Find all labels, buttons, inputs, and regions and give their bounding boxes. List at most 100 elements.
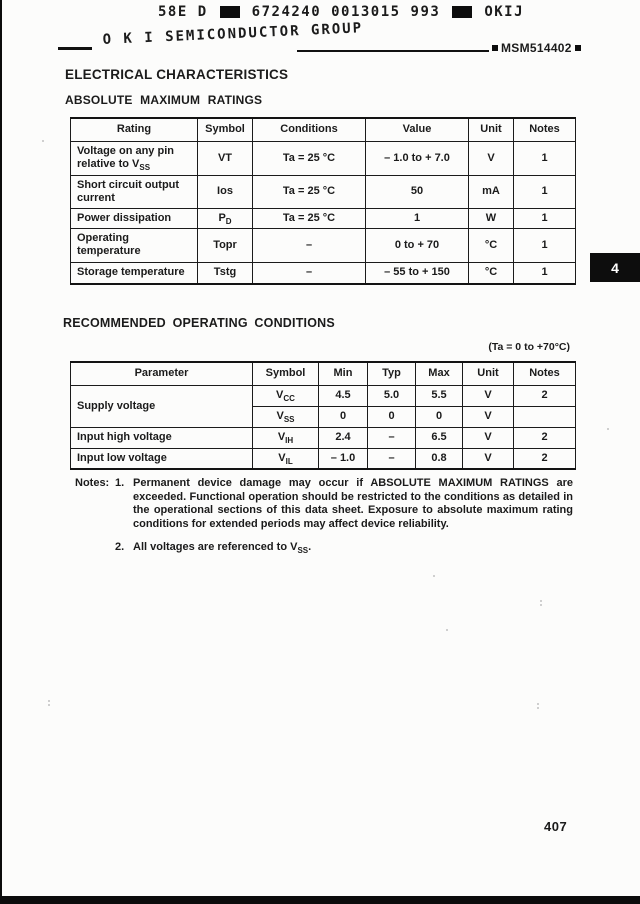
cell-value: – 1.0 to + 7.0 <box>365 140 469 176</box>
cell-conditions: Ta = 25 °C <box>252 207 366 229</box>
table-header-row: Rating Symbol Conditions Value Unit Note… <box>70 117 576 142</box>
cell-rating: Voltage on any pin relative to VSS <box>70 140 198 176</box>
cell-parameter: Input high voltage <box>70 426 253 449</box>
part-number-text: MSM514402 <box>501 41 572 55</box>
cell-symbol: Tstg <box>197 261 253 285</box>
cell-symbol: VCC <box>252 384 319 407</box>
cell-notes: 1 <box>513 140 576 176</box>
column-header-unit: Unit <box>468 117 514 142</box>
cell-notes: 2 <box>513 447 576 470</box>
note-text: Permanent device damage may occur if ABS… <box>133 477 573 530</box>
scan-code-line: 58E D 6724240 0013015 993 OKIJ <box>158 4 524 20</box>
cell-unit: V <box>468 140 514 176</box>
table-row: Storage temperature Tstg – – 55 to + 150… <box>70 261 576 285</box>
cell-notes: 1 <box>513 207 576 229</box>
cell-min: 2.4 <box>318 426 368 449</box>
table-row: Voltage on any pin relative to VSS VT Ta… <box>70 140 576 176</box>
note-number: 1. <box>115 477 125 489</box>
cell-notes: 2 <box>513 426 576 449</box>
cell-max: 5.5 <box>415 384 463 407</box>
cell-symbol: Ios <box>197 174 253 209</box>
cell-conditions: Ta = 25 °C <box>252 140 366 176</box>
notes-section: Notes: 1. Permanent device damage may oc… <box>75 477 573 555</box>
table-row: Supply voltage VCC 4.5 5.0 5.5 V 2 <box>70 384 576 428</box>
scan-noise <box>537 703 539 705</box>
column-header-notes: Notes <box>513 117 576 142</box>
scan-code-mid: 6724240 0013015 993 <box>251 4 441 20</box>
section-heading-absolute-maximum-ratings: ABSOLUTE MAXIMUM RATINGS <box>65 93 263 107</box>
notes-label: Notes: <box>75 477 110 489</box>
cell-conditions: Ta = 25 °C <box>252 174 366 209</box>
scan-edge-left <box>0 0 2 904</box>
cell-min: 0 <box>318 405 368 428</box>
cell-min: – 1.0 <box>318 447 368 470</box>
cell-conditions: – <box>252 227 366 263</box>
cell-value: 1 <box>365 207 469 229</box>
cell-notes: 1 <box>513 174 576 209</box>
bullet-square-icon <box>492 45 498 51</box>
cell-parameter: Supply voltage <box>70 384 253 428</box>
cell-rating: Short circuit output current <box>70 174 198 209</box>
manufacturer-group-title: O K I SEMICONDUCTOR GROUP <box>102 20 364 48</box>
scan-noise <box>446 629 448 631</box>
part-number-label: MSM514402 <box>489 41 584 55</box>
table-row: Input high voltage VIH 2.4 – 6.5 V 2 <box>70 426 576 449</box>
cell-notes: 2 <box>513 384 576 407</box>
table-row: Operating temperature Topr – 0 to + 70 °… <box>70 227 576 263</box>
cell-unit: V <box>462 426 514 449</box>
cell-value: 0 to + 70 <box>365 227 469 263</box>
header-dash-rule <box>58 47 92 50</box>
column-header-notes: Notes <box>513 361 576 386</box>
cell-max: 6.5 <box>415 426 463 449</box>
cell-symbol: Topr <box>197 227 253 263</box>
cell-max: 0.8 <box>415 447 463 470</box>
cell-conditions: – <box>252 261 366 285</box>
separator-square-icon <box>452 6 473 18</box>
cell-rating: Operating temperature <box>70 227 198 263</box>
bullet-square-icon <box>574 45 581 51</box>
column-header-symbol: Symbol <box>197 117 253 142</box>
table-row: Power dissipation PD Ta = 25 °C 1 W 1 <box>70 207 576 229</box>
cell-symbol: VIH <box>252 426 319 449</box>
table-header-row: Parameter Symbol Min Typ Max Unit Notes <box>70 361 576 386</box>
separator-square-icon <box>219 6 240 18</box>
scan-noise <box>607 428 609 430</box>
cell-unit: V <box>462 447 514 470</box>
note-number: 2. <box>115 541 125 553</box>
column-header-symbol: Symbol <box>252 361 319 386</box>
column-header-value: Value <box>365 117 469 142</box>
cell-unit: °C <box>468 227 514 263</box>
table-row: Input low voltage VIL – 1.0 – 0.8 V 2 <box>70 447 576 470</box>
cell-typ: – <box>367 447 416 470</box>
section-heading-recommended-operating-conditions: RECOMMENDED OPERATING CONDITIONS <box>63 316 335 330</box>
scan-code-left: 58E D <box>158 4 208 20</box>
cell-symbol: VT <box>197 140 253 176</box>
note-text: All voltages are referenced to VSS. <box>133 541 312 556</box>
absolute-maximum-ratings-table: Rating Symbol Conditions Value Unit Note… <box>70 117 576 285</box>
scan-noise <box>48 700 50 702</box>
temperature-condition-note: (Ta = 0 to +70°C) <box>488 341 570 353</box>
cell-symbol: PD <box>197 207 253 229</box>
table-row: Short circuit output current Ios Ta = 25… <box>70 174 576 209</box>
header-horizontal-rule <box>297 50 489 52</box>
scan-noise <box>93 253 95 255</box>
scan-noise <box>540 600 542 602</box>
cell-value: – 55 to + 150 <box>365 261 469 285</box>
cell-unit: °C <box>468 261 514 285</box>
page-number: 407 <box>544 819 568 834</box>
column-header-parameter: Parameter <box>70 361 253 386</box>
column-header-typ: Typ <box>367 361 416 386</box>
column-header-max: Max <box>415 361 463 386</box>
cell-notes <box>513 405 576 428</box>
cell-unit: V <box>462 405 514 428</box>
cell-typ: 5.0 <box>367 384 416 407</box>
cell-notes: 1 <box>513 227 576 263</box>
column-header-min: Min <box>318 361 368 386</box>
note-item-2: 2. All voltages are referenced to VSS. <box>75 541 573 555</box>
cell-symbol: VSS <box>252 405 319 428</box>
scan-edge-bottom <box>0 896 640 904</box>
scan-noise <box>433 575 435 577</box>
note-item-1: Notes: 1. Permanent device damage may oc… <box>75 477 573 531</box>
column-header-unit: Unit <box>462 361 514 386</box>
